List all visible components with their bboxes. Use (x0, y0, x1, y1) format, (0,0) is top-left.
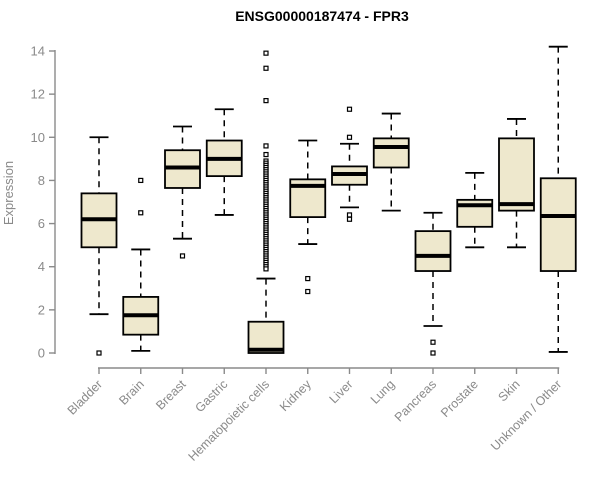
y-tick-label: 12 (31, 87, 45, 102)
chart-title: ENSG00000187474 - FPR3 (235, 8, 409, 24)
x-tick-label: Breast (153, 377, 189, 413)
x-tick-label: Hematopoietic cells (186, 377, 273, 464)
outlier-point-kidney (305, 288, 311, 295)
outlier-point-hematopoietic-cells (263, 50, 269, 56)
x-tick-label: Gastric (192, 377, 230, 415)
outlier-point-hematopoietic-cells (263, 151, 269, 158)
y-axis-title: Expression (1, 161, 16, 225)
outlier-point-kidney (305, 275, 311, 282)
x-tick-label: Liver (327, 377, 356, 406)
chart-content: 0 2 4 6 8 10 12 14 Bladder Brain Breast GastricHema… (31, 44, 577, 464)
outlier-point-liver (346, 216, 353, 222)
x-tick-label: Bladder (65, 377, 105, 417)
outlier-point-hematopoietic-cells (263, 65, 269, 71)
x-tick-label: Brain (116, 377, 147, 408)
y-tick-label: 14 (31, 44, 45, 59)
x-tick-label: Prostate (438, 377, 481, 420)
y-tick-label: 0 (38, 346, 45, 361)
y-tick-label: 10 (31, 130, 45, 145)
outlier-point-pancreas (430, 350, 436, 356)
x-tick-label: Unknown / Other (488, 377, 564, 453)
y-tick-label: 4 (38, 259, 45, 274)
y-tick-label: 8 (38, 173, 45, 188)
x-tick-label: Skin (496, 377, 523, 404)
box-skin (498, 137, 535, 212)
x-tick-label: Kidney (277, 377, 314, 414)
y-tick-label: 6 (38, 216, 45, 231)
outlier-point-hematopoietic-cells (263, 266, 269, 272)
outlier-point-liver (346, 212, 353, 218)
box-unknown-other (539, 177, 577, 272)
outlier-point-brain (138, 210, 144, 216)
outlier-point-brain (138, 177, 144, 184)
box-pancreas (414, 230, 452, 272)
y-tick-label: 2 (38, 302, 45, 317)
outlier-point-hematopoietic-cells (263, 98, 269, 104)
x-tick-label: Pancreas (392, 377, 439, 424)
outlier-point-hematopoietic-cells (263, 143, 269, 149)
box-lung (372, 137, 410, 169)
outlier-point-bladder (96, 350, 102, 356)
outlier-point-liver (346, 106, 353, 112)
outlier-point-pancreas (430, 339, 436, 345)
outlier-point-breast (179, 253, 186, 259)
x-tick-label: Lung (368, 377, 398, 407)
outlier-point-liver (346, 134, 353, 140)
